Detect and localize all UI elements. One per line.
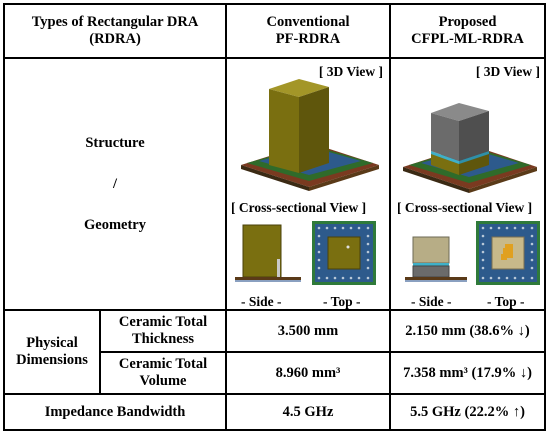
- conv-top-view-image: [312, 221, 377, 285]
- prop-volume-value: 7.358 mm³ (17.9% ↓): [389, 351, 547, 395]
- prop-bandwidth-value: 5.5 GHz (22.2% ↑): [389, 393, 547, 431]
- conventional-structure-cell: [ 3D View ] [ Cross-sectional View ]: [225, 57, 392, 311]
- prop-3d-view-label: [ 3D View ]: [475, 64, 541, 79]
- proposed-structure-cell: [ 3D View ] [ Cross-sectional View ]: [389, 57, 547, 311]
- bandwidth-row: Impedance Bandwidth 4.5 GHz 5.5 GHz (22.…: [2, 393, 547, 431]
- prop-top-caption: - Top -: [487, 294, 525, 309]
- conv-thickness-value: 3.500 mm: [225, 309, 392, 353]
- header-rdra-types: Types of Rectangular DRA (RDRA): [2, 3, 228, 59]
- structure-slash: /: [112, 175, 118, 192]
- prop-thickness-value: 2.150 mm (38.6% ↓): [389, 309, 547, 353]
- conv-volume-value: 8.960 mm³: [225, 351, 392, 395]
- header-row: Types of Rectangular DRA (RDRA) Conventi…: [2, 3, 547, 59]
- header-col3-line2: CFPL-ML-RDRA: [411, 31, 524, 47]
- volume-row: Ceramic Total Volume 8.960 mm³ 7.358 mm³…: [4, 351, 547, 395]
- structure-row: Structure / Geometry [ 3D View ] [ Cross…: [2, 57, 547, 311]
- header-col2-line1: Conventional: [266, 14, 350, 30]
- structure-label-cell: Structure / Geometry: [2, 57, 228, 311]
- header-col3-line1: Proposed: [438, 14, 497, 30]
- prop-3d-model-image: [403, 103, 538, 193]
- prop-side-caption: - Side -: [411, 294, 452, 309]
- thickness-line1: Ceramic Total: [118, 314, 208, 330]
- volume-label: Ceramic Total Volume: [98, 351, 228, 395]
- header-col1-line1: Types of Rectangular DRA: [31, 14, 199, 30]
- conv-3d-model-image: [241, 79, 380, 191]
- conv-3d-view-label: [ 3D View ]: [318, 64, 384, 79]
- physical-line2: Dimensions: [16, 352, 88, 368]
- header-proposed: Proposed CFPL-ML-RDRA: [389, 3, 547, 59]
- prop-side-view-image: [405, 236, 468, 282]
- comparison-table: Types of Rectangular DRA (RDRA) Conventi…: [2, 3, 547, 431]
- thickness-line2: Thickness: [131, 331, 195, 347]
- thickness-row: Physical Dimensions Ceramic Total Thickn…: [3, 309, 547, 395]
- physical-line1: Physical: [26, 335, 78, 351]
- conv-bandwidth-value: 4.5 GHz: [225, 393, 392, 431]
- geometry-label: Geometry: [84, 216, 146, 233]
- volume-line1: Ceramic Total: [118, 356, 208, 372]
- conv-cross-view-label: [ Cross-sectional View ]: [231, 200, 367, 215]
- header-col1-line2: (RDRA): [89, 31, 141, 47]
- conv-side-view-image: [235, 224, 302, 282]
- volume-line2: Volume: [139, 373, 187, 389]
- conv-top-caption: - Top -: [323, 294, 361, 309]
- physical-dimensions-label: Physical Dimensions: [3, 309, 101, 395]
- prop-top-view-image: [476, 221, 541, 285]
- thickness-label: Ceramic Total Thickness: [98, 309, 228, 353]
- header-col2-line2: PF-RDRA: [275, 31, 341, 47]
- prop-cross-view-label: [ Cross-sectional View ]: [397, 200, 533, 215]
- conv-side-caption: - Side -: [241, 294, 282, 309]
- header-conventional: Conventional PF-RDRA: [225, 3, 392, 59]
- bandwidth-label: Impedance Bandwidth: [2, 393, 228, 431]
- structure-label: Structure: [85, 134, 145, 151]
